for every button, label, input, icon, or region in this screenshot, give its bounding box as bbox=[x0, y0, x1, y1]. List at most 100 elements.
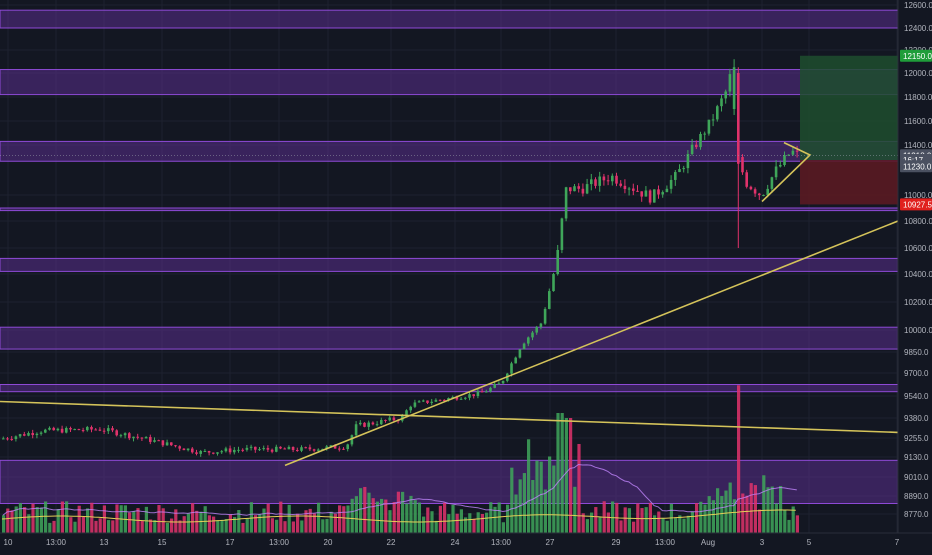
volume-bar bbox=[783, 509, 787, 533]
candle-body bbox=[732, 67, 736, 109]
candle-body bbox=[186, 448, 190, 451]
candle-body bbox=[81, 430, 85, 432]
volume-bar bbox=[455, 513, 459, 533]
volume-bar bbox=[409, 495, 413, 533]
candle-body bbox=[417, 401, 421, 403]
candle-body bbox=[745, 172, 748, 187]
volume-bar bbox=[69, 517, 73, 533]
candle-body bbox=[321, 448, 324, 450]
volume-bar bbox=[254, 515, 258, 533]
descending-trendline bbox=[0, 400, 899, 434]
y-tick-label: 10200.0 bbox=[904, 298, 932, 307]
volume-bar bbox=[632, 521, 636, 533]
candle-body bbox=[203, 451, 207, 453]
candle-body bbox=[220, 451, 223, 453]
volume-bar bbox=[279, 501, 283, 533]
candle-body bbox=[422, 400, 425, 402]
y-tick-label: 10600.0 bbox=[904, 244, 932, 253]
y-tick-label: 11800.0 bbox=[904, 93, 932, 102]
candle-body bbox=[199, 451, 202, 454]
volume-bar bbox=[451, 504, 455, 533]
volume-bar bbox=[564, 418, 568, 533]
candle-body bbox=[123, 433, 127, 436]
volume-bar bbox=[102, 505, 106, 533]
volume-bar bbox=[325, 518, 329, 533]
candle-body bbox=[392, 417, 396, 421]
candle-body bbox=[501, 380, 505, 384]
candle-body bbox=[291, 446, 295, 450]
candle-body bbox=[690, 144, 694, 155]
candle-body bbox=[413, 402, 417, 407]
volume-bar bbox=[795, 515, 799, 533]
price-tag-label: 12150.0 bbox=[903, 52, 932, 61]
volume-bar bbox=[241, 522, 245, 533]
candle-body bbox=[426, 400, 429, 403]
candle-body bbox=[657, 189, 660, 195]
candle-body bbox=[678, 169, 681, 173]
y-tick-label: 10000.0 bbox=[904, 326, 932, 335]
candle-body bbox=[262, 448, 265, 450]
candle-body bbox=[619, 183, 622, 186]
volume-bar bbox=[480, 513, 484, 533]
volume-bar bbox=[10, 510, 14, 533]
y-tick-label: 11000.0 bbox=[904, 191, 932, 200]
y-tick-label: 11600.0 bbox=[904, 117, 932, 126]
volume-bar bbox=[304, 510, 308, 533]
candle-body bbox=[543, 308, 547, 324]
candle-body bbox=[787, 154, 790, 156]
candle-body bbox=[69, 427, 72, 430]
volume-bar bbox=[354, 496, 358, 533]
volume-bar bbox=[161, 508, 165, 533]
volume-bar bbox=[329, 511, 333, 533]
volume-bar bbox=[170, 518, 174, 533]
volume-bar bbox=[27, 514, 31, 533]
candle-body bbox=[35, 433, 39, 436]
candle-body bbox=[56, 428, 60, 431]
volume-bar bbox=[653, 515, 657, 533]
volume-bar bbox=[703, 504, 707, 533]
candle-body bbox=[686, 154, 690, 169]
x-tick-label: 5 bbox=[807, 538, 812, 547]
volume-bar bbox=[732, 499, 736, 533]
y-tick-label: 8890.0 bbox=[904, 492, 929, 501]
volume-bar bbox=[737, 385, 741, 533]
x-tick-label: 27 bbox=[546, 538, 555, 547]
candle-body bbox=[707, 119, 711, 134]
volume-bar bbox=[338, 505, 342, 533]
volume-bar bbox=[128, 512, 132, 533]
volume-bar bbox=[245, 517, 249, 533]
candle-body bbox=[564, 187, 568, 219]
volume-bar bbox=[14, 506, 18, 533]
candle-body bbox=[758, 193, 761, 196]
candle-body bbox=[510, 363, 513, 374]
candle-body bbox=[65, 427, 68, 433]
volume-bar bbox=[695, 503, 699, 533]
volume-bar bbox=[224, 519, 228, 533]
volume-bar bbox=[501, 522, 505, 533]
candle-body bbox=[375, 424, 379, 426]
candle-body bbox=[102, 430, 106, 432]
volume-bar bbox=[581, 513, 585, 533]
candle-body bbox=[480, 391, 484, 393]
y-tick-label: 9010.0 bbox=[904, 473, 929, 482]
volume-bar bbox=[375, 501, 379, 533]
candle-body bbox=[451, 396, 454, 399]
candle-body bbox=[762, 194, 765, 196]
candle-body bbox=[300, 447, 303, 451]
candle-body bbox=[128, 433, 131, 439]
volume-bar bbox=[291, 521, 295, 533]
volume-bar bbox=[52, 520, 56, 533]
y-tick-label: 9130.0 bbox=[904, 453, 929, 462]
volume-bar bbox=[300, 520, 304, 533]
volume-bar bbox=[312, 513, 316, 533]
candle-body bbox=[140, 437, 144, 439]
candle-body bbox=[430, 401, 433, 403]
x-tick-label: 29 bbox=[612, 538, 621, 547]
candle-body bbox=[577, 186, 580, 189]
volume-bar bbox=[514, 494, 518, 533]
candle-body bbox=[409, 406, 412, 411]
candle-body bbox=[598, 176, 601, 186]
candle-body bbox=[585, 184, 589, 194]
